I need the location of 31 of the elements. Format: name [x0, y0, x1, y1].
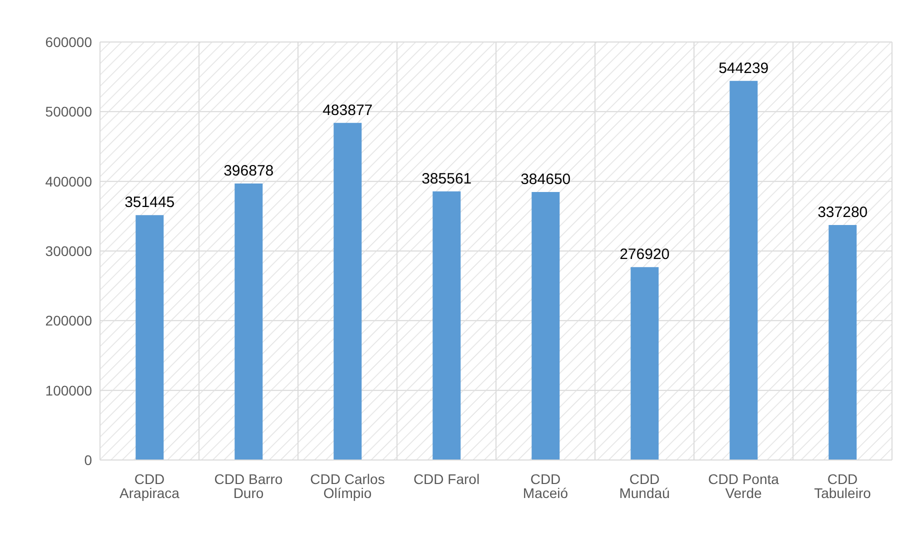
x-tick-label: CDD Maceió	[522, 470, 568, 501]
bar	[432, 191, 461, 460]
y-tick-label: 0	[84, 452, 92, 468]
y-tick-label: 400000	[45, 173, 92, 190]
x-tick-label: CDD Carlos Olímpio	[310, 470, 385, 501]
data-label: 276920	[620, 246, 670, 264]
x-tick-label: CDD Farol	[413, 470, 480, 487]
bar	[630, 267, 659, 460]
y-tick-label: 500000	[45, 104, 92, 120]
data-label: 337280	[818, 204, 868, 222]
x-tick-label: CDD Ponta Verde	[708, 470, 780, 501]
bar	[136, 215, 164, 460]
data-label: 351445	[124, 194, 175, 212]
data-label: 396878	[224, 162, 274, 180]
x-tick-label: CDD Barro Duro	[214, 470, 283, 501]
x-tick-label: CDD Arapiraca	[120, 470, 180, 501]
data-label: 483877	[322, 102, 373, 119]
y-tick-label: 300000	[45, 242, 92, 259]
y-tick-label: 600000	[45, 34, 92, 50]
bar	[730, 80, 758, 460]
data-label: 384650	[520, 171, 571, 188]
data-label: 385561	[422, 170, 472, 188]
data-label: 544239	[718, 60, 769, 77]
y-tick-label: 200000	[45, 312, 92, 329]
bar	[334, 122, 362, 460]
bar	[234, 184, 263, 460]
bar	[828, 225, 857, 460]
x-tick-label: CDD Mundaú	[619, 470, 670, 501]
y-tick-label: 100000	[45, 382, 92, 398]
bar	[532, 192, 560, 460]
x-tick-label: CDD Tabuleiro	[814, 470, 872, 501]
